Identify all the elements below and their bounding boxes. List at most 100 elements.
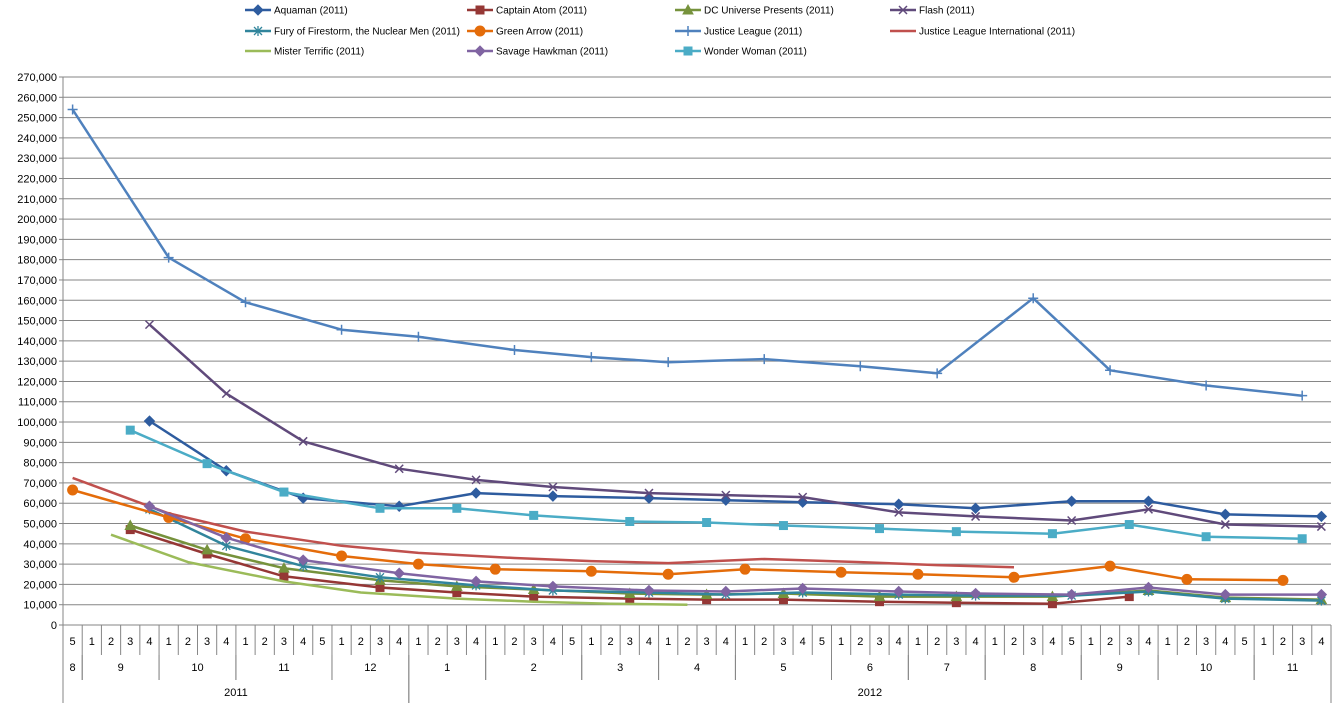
legend-marker (683, 26, 693, 36)
week-label: 3 (780, 636, 786, 648)
series-8 (110, 533, 688, 606)
week-label: 3 (531, 636, 537, 648)
week-label: 2 (684, 636, 690, 648)
legend-label: Savage Hawkman (2011) (496, 47, 608, 58)
data-point (643, 584, 655, 597)
data-point (547, 490, 559, 502)
week-label: 3 (1030, 636, 1036, 648)
week-label: 5 (319, 636, 325, 648)
y-tick-label: 90,000 (23, 437, 57, 449)
data-point (220, 532, 233, 544)
y-tick-label: 220,000 (17, 173, 57, 185)
month-label: 11 (1287, 662, 1298, 674)
week-label: 3 (953, 636, 959, 648)
week-label: 1 (665, 636, 671, 648)
week-label: 2 (358, 636, 364, 648)
week-label: 1 (992, 636, 998, 648)
series-line (71, 108, 1303, 397)
data-point (1277, 574, 1289, 586)
week-label: 1 (915, 636, 921, 648)
week-label: 1 (742, 636, 748, 648)
data-point (643, 492, 655, 504)
legend-marker (682, 3, 694, 15)
series-9 (143, 500, 1328, 601)
legend-entry: Savage Hawkman (2011) (467, 45, 608, 58)
legend-label: Flash (2011) (919, 6, 974, 17)
data-point (912, 568, 924, 580)
y-tick-label: 80,000 (23, 458, 57, 470)
data-point (240, 297, 251, 308)
data-point (548, 482, 558, 492)
legend-marker (683, 46, 693, 56)
week-label: 4 (1318, 636, 1324, 648)
data-point (547, 580, 559, 593)
month-label: 8 (70, 662, 76, 674)
week-label: 3 (377, 636, 383, 648)
data-point (873, 590, 886, 602)
legend-label: DC Universe Presents (2011) (704, 6, 834, 17)
y-tick-label: 0 (51, 620, 57, 632)
data-point (1008, 571, 1020, 583)
legend-label: Aquaman (2011) (274, 6, 348, 17)
week-label: 4 (646, 636, 652, 648)
legend-marker (474, 45, 486, 57)
data-point (201, 543, 213, 555)
legend-label: Mister Terrific (2011) (274, 47, 364, 58)
data-point (67, 104, 78, 115)
legend-entry: Captain Atom (2011) (467, 5, 587, 17)
month-label: 12 (364, 662, 376, 674)
week-label: 4 (300, 636, 306, 648)
data-point (1124, 520, 1134, 530)
legend-entry: Justice League International (2011) (890, 27, 1075, 38)
month-label: 2 (531, 662, 537, 674)
data-point (509, 344, 520, 355)
data-point (932, 368, 943, 379)
week-label: 1 (339, 636, 345, 648)
y-tick-label: 30,000 (23, 559, 57, 571)
data-point (1181, 573, 1193, 585)
data-point (969, 502, 982, 515)
week-label: 4 (896, 636, 902, 648)
data-point (855, 361, 866, 372)
y-tick-label: 10,000 (23, 600, 57, 612)
data-point (721, 490, 731, 500)
series-line (148, 323, 1322, 528)
y-tick-label: 70,000 (23, 478, 57, 490)
week-label: 1 (166, 636, 172, 648)
data-point (279, 487, 289, 497)
data-point (1142, 581, 1155, 594)
legend-entry: DC Universe Presents (2011) (675, 3, 834, 17)
data-point (336, 550, 348, 562)
week-label: 4 (223, 636, 229, 648)
data-point (298, 436, 308, 446)
y-tick-label: 210,000 (17, 194, 57, 206)
data-point (893, 498, 905, 510)
week-label: 2 (607, 636, 613, 648)
data-point (875, 524, 885, 534)
y-tick-label: 100,000 (17, 417, 57, 429)
month-label: 10 (1200, 662, 1212, 674)
data-point (1201, 380, 1212, 391)
y-tick-label: 130,000 (17, 356, 57, 368)
y-tick-label: 140,000 (17, 336, 57, 348)
y-tick-label: 60,000 (23, 498, 57, 510)
legend-label: Green Arrow (2011) (496, 27, 583, 38)
month-label: 9 (1117, 662, 1123, 674)
week-label: 3 (127, 636, 133, 648)
week-label: 2 (108, 636, 114, 648)
data-point (375, 503, 385, 513)
data-point (394, 464, 404, 474)
month-label: 1 (444, 662, 450, 674)
legend-marker (252, 4, 264, 16)
y-tick-label: 170,000 (17, 275, 57, 287)
data-point (778, 521, 788, 531)
data-point (471, 475, 481, 485)
data-point (1315, 588, 1328, 601)
data-point (336, 324, 347, 335)
legend-label: Captain Atom (2011) (496, 6, 587, 17)
y-tick-label: 190,000 (17, 234, 57, 246)
legend-label: Justice League International (2011) (919, 27, 1075, 38)
data-point (585, 565, 597, 577)
